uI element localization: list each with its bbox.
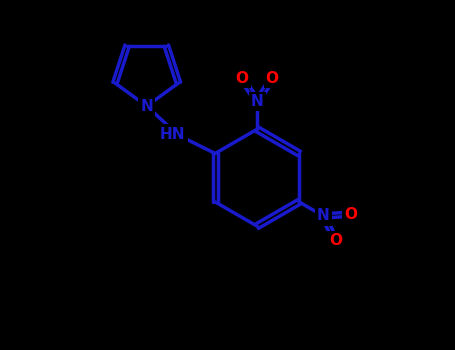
Text: N: N [317, 208, 330, 223]
Text: O: O [236, 71, 248, 86]
Text: HN: HN [160, 127, 186, 142]
Text: O: O [266, 71, 279, 86]
Text: O: O [344, 206, 357, 222]
Text: N: N [140, 99, 153, 114]
Text: N: N [251, 94, 263, 109]
Text: O: O [329, 233, 342, 248]
